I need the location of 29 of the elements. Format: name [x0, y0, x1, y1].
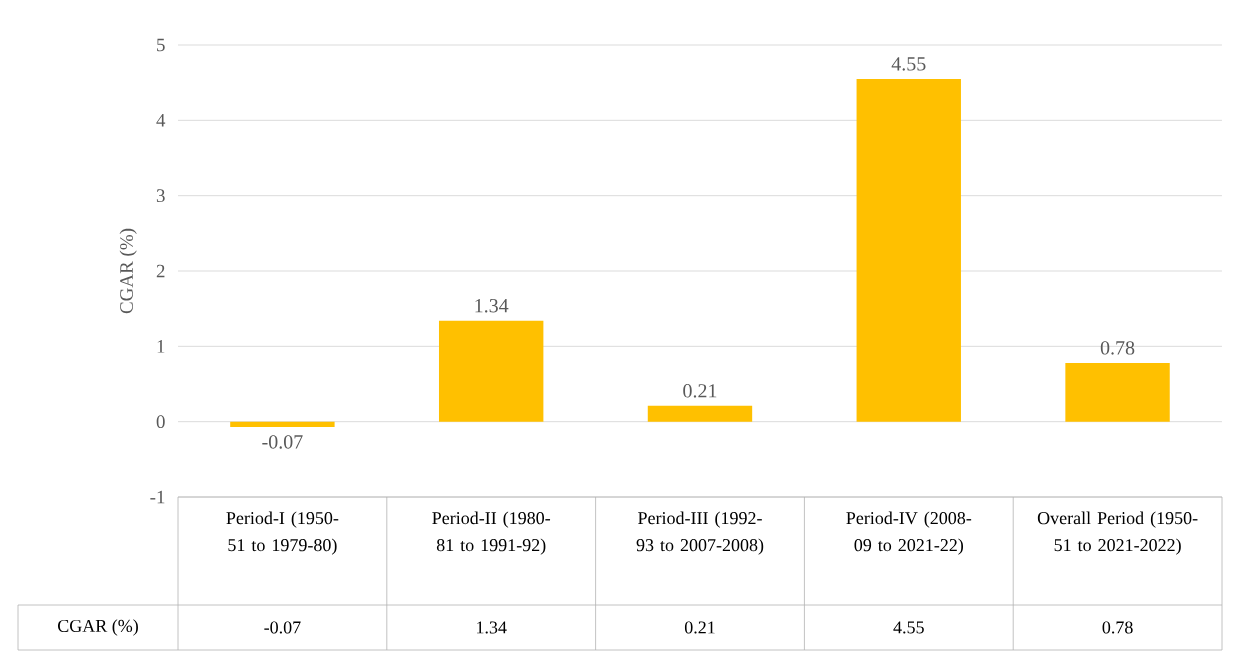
x-tick-label: Period-III (1992-93 to 2007-2008)	[636, 511, 764, 555]
x-tick-label: Overall Period (1950-51 to 2021-2022)	[1037, 511, 1198, 555]
bar	[856, 78, 961, 422]
y-tick-label: 3	[156, 189, 165, 203]
bar	[1065, 362, 1170, 422]
data-label: 0.78	[1102, 621, 1133, 634]
bar	[230, 421, 335, 427]
text: CGAR (%)	[58, 619, 138, 636]
data-label: 0.21	[684, 621, 715, 634]
y-tick-label: 2	[156, 264, 165, 278]
data-label: 4.55	[893, 621, 924, 634]
data-label: -0.07	[264, 621, 301, 634]
y-tick-label: 1	[157, 340, 165, 353]
bar	[438, 320, 544, 422]
x-tick-label: Period-IV (2008-09 to 2021-22)	[846, 511, 972, 555]
x-tick-label: Period-I (1950-51 to 1979-80)	[226, 511, 339, 555]
y-axis-title: CGAR (%)	[119, 228, 137, 314]
y-tick-label: 5	[157, 38, 165, 52]
bar	[647, 405, 753, 422]
text: 4.55	[891, 57, 926, 71]
y-tick-label: -1	[150, 490, 165, 504]
y-tick-label: 0	[156, 415, 165, 429]
y-tick-label: 4	[156, 114, 166, 127]
text: 0.21	[683, 384, 717, 398]
text: 0.78	[1100, 341, 1135, 355]
x-tick-label: Period-II (1980-81 to 1991-92)	[432, 511, 551, 555]
text: 1.34	[475, 299, 509, 313]
text: -0.07	[262, 435, 303, 449]
data-label: 1.34	[477, 621, 507, 634]
